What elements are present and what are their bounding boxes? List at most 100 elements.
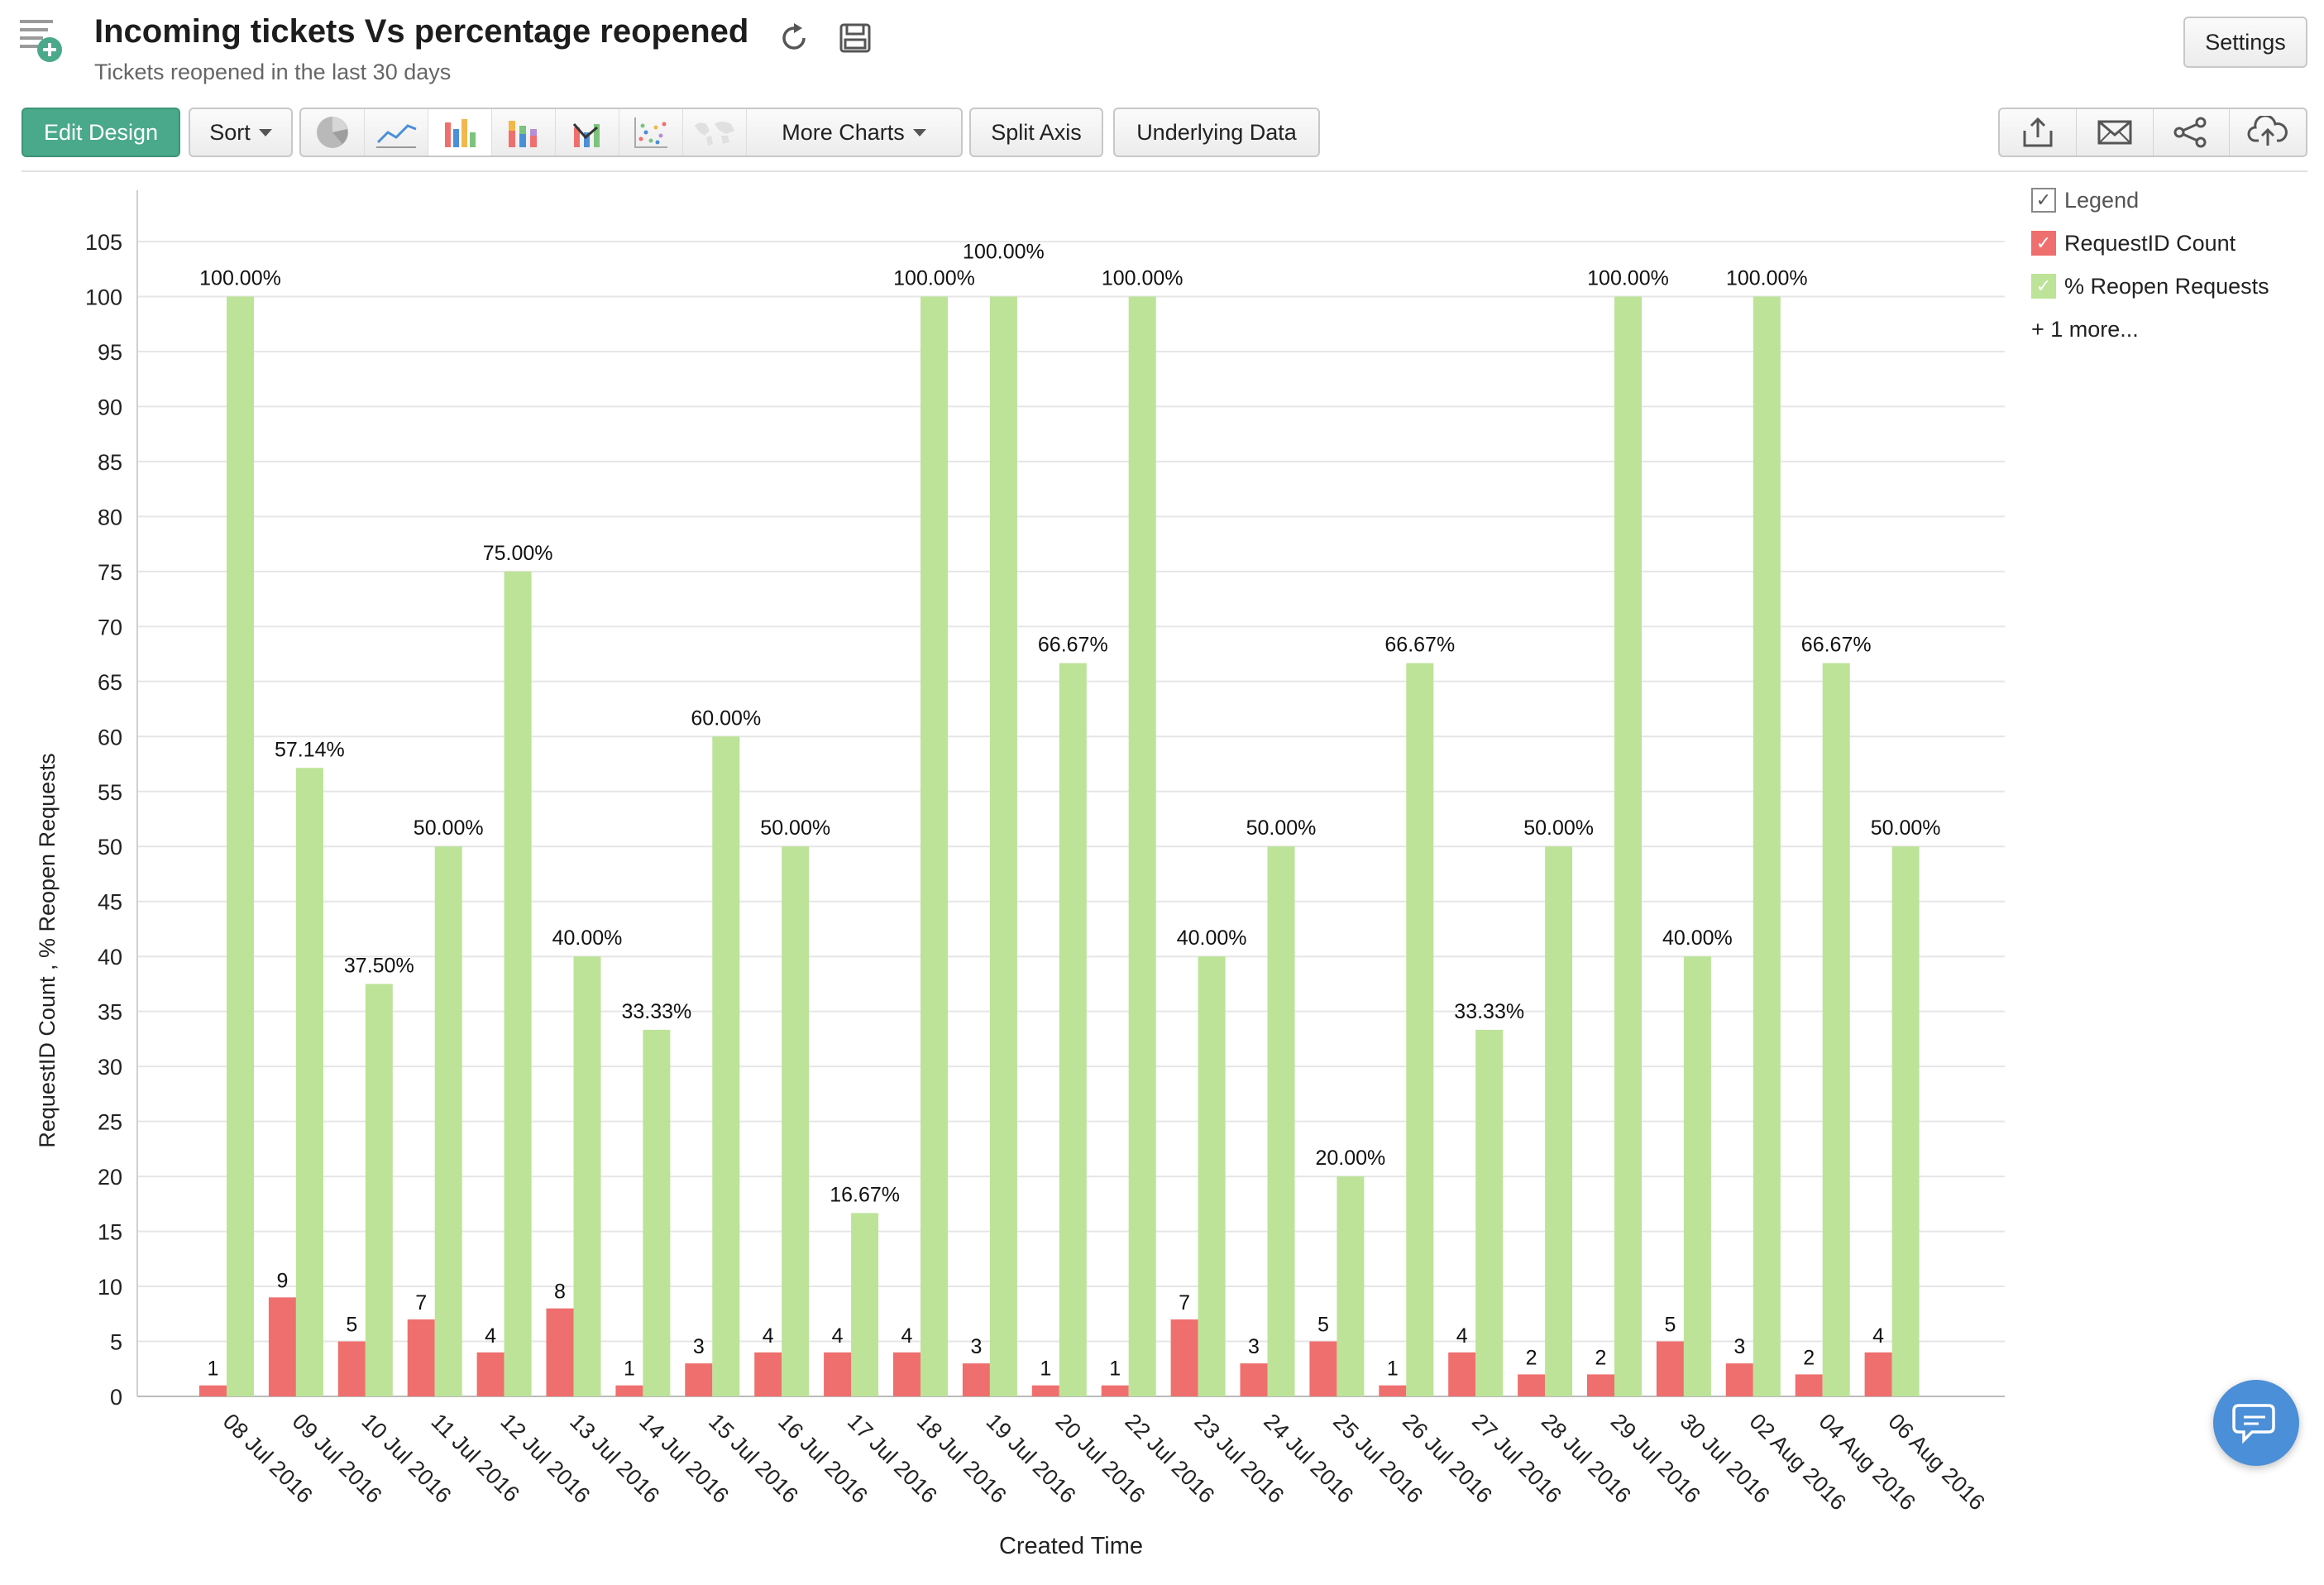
export-button[interactable] [2000, 109, 2077, 156]
bar-reopen-requests [643, 1029, 671, 1396]
legend-item-requestid-count[interactable]: ✓ RequestID Count [2031, 222, 2269, 265]
page-subtitle: Tickets reopened in the last 30 days [94, 60, 452, 84]
bar-reopen-requests [712, 736, 740, 1396]
legend-item-reopen-requests[interactable]: ✓ % Reopen Requests [2031, 265, 2269, 308]
more-charts-button[interactable]: More Charts [747, 109, 961, 156]
chat-button[interactable] [2213, 1380, 2299, 1466]
bar-requestid-count [615, 1385, 643, 1396]
bar-chart-icon [445, 119, 476, 147]
chevron-down-icon [258, 128, 272, 136]
underlying-data-button[interactable]: Underlying Data [1113, 108, 1320, 157]
map-chart-button[interactable] [683, 109, 747, 156]
sort-button[interactable]: Sort [189, 108, 293, 157]
share-button[interactable] [2154, 109, 2231, 156]
data-label-reopen-requests: 50.00% [760, 816, 830, 840]
y-tick-label: 25 [98, 1110, 122, 1135]
bar-reopen-requests [295, 768, 323, 1396]
bar-reopen-requests [1128, 296, 1156, 1396]
y-tick-label: 20 [98, 1165, 122, 1190]
y-tick-label: 5 [110, 1330, 122, 1355]
bar-requestid-count [199, 1385, 227, 1396]
data-label-requestid-count: 4 [485, 1324, 496, 1348]
cloud-upload-button[interactable] [2230, 109, 2306, 156]
share-icon [2173, 117, 2207, 148]
data-label-requestid-count: 7 [1179, 1291, 1190, 1314]
email-icon [2097, 120, 2132, 145]
line-chart-button[interactable] [365, 109, 428, 156]
data-label-reopen-requests: 50.00% [1523, 816, 1594, 840]
pie-chart-button[interactable] [301, 109, 365, 156]
bar-requestid-count [824, 1352, 852, 1396]
data-label-requestid-count: 1 [208, 1358, 219, 1381]
legend-swatch-icon: ✓ [2031, 231, 2056, 256]
data-label-requestid-count: 1 [624, 1358, 635, 1381]
chart-area: 1 100.00% 9 57.14% 5 37.50% 7 50.00% 4 75.00% 8 40.… [35, 190, 2005, 1559]
settings-button[interactable]: Settings [2183, 17, 2307, 68]
bar-requestid-count [1448, 1352, 1476, 1396]
export-icon [2023, 117, 2053, 147]
bar-reopen-requests [851, 1213, 879, 1396]
y-tick-label: 15 [98, 1220, 122, 1245]
y-tick-label: 35 [98, 1000, 122, 1025]
data-label-requestid-count: 1 [1040, 1358, 1051, 1381]
save-icon[interactable] [837, 20, 873, 56]
x-axis-title: Created Time [999, 1533, 1143, 1559]
stacked-bar-chart-icon [509, 121, 537, 147]
y-tick-label: 10 [98, 1275, 122, 1300]
chat-icon [2232, 1404, 2275, 1444]
data-label-requestid-count: 8 [554, 1281, 566, 1304]
data-label-requestid-count: 7 [415, 1291, 427, 1314]
data-label-requestid-count: 3 [1733, 1335, 1745, 1358]
data-label-reopen-requests: 66.67% [1384, 634, 1455, 657]
legend-toggle[interactable]: ✓ Legend [2031, 179, 2269, 222]
data-label-requestid-count: 3 [1248, 1335, 1260, 1358]
report-add-icon[interactable] [18, 15, 65, 65]
bar-reopen-requests [1891, 846, 1920, 1396]
data-label-reopen-requests: 40.00% [1177, 927, 1247, 950]
data-label-reopen-requests: 57.14% [275, 738, 345, 761]
data-label-reopen-requests: 100.00% [1102, 266, 1184, 290]
data-label-requestid-count: 1 [1387, 1358, 1399, 1381]
bar-reopen-requests [1475, 1029, 1504, 1396]
bar-requestid-count [962, 1363, 990, 1396]
data-label-requestid-count: 4 [1872, 1324, 1884, 1348]
legend-item-label: % Reopen Requests [2064, 273, 2269, 299]
bar-reopen-requests [1198, 956, 1226, 1396]
pie-chart-icon [317, 117, 348, 148]
bar-chart-button[interactable] [428, 109, 492, 156]
legend-swatch-icon: ✓ [2031, 274, 2056, 299]
y-tick-label: 100 [85, 285, 122, 309]
data-label-requestid-count: 4 [1456, 1324, 1468, 1348]
data-label-requestid-count: 4 [832, 1324, 844, 1348]
data-label-reopen-requests: 100.00% [1726, 266, 1808, 290]
bar-reopen-requests [1683, 956, 1711, 1396]
bar-reopen-requests [782, 846, 810, 1396]
stacked-bar-chart-button[interactable] [492, 109, 556, 156]
split-axis-button[interactable]: Split Axis [969, 108, 1103, 157]
y-tick-label: 45 [98, 890, 122, 915]
email-button[interactable] [2077, 109, 2154, 156]
bar-requestid-count [1795, 1374, 1823, 1396]
edit-design-button[interactable]: Edit Design [22, 108, 180, 157]
cloud-upload-icon [2247, 116, 2288, 146]
map-chart-icon [695, 122, 734, 146]
bar-reopen-requests [1267, 846, 1295, 1396]
bar-requestid-count [407, 1319, 435, 1396]
bar-requestid-count [268, 1297, 296, 1396]
sort-label: Sort [209, 119, 251, 145]
refresh-icon[interactable] [776, 20, 812, 56]
y-tick-label: 95 [98, 340, 122, 365]
data-label-reopen-requests: 33.33% [622, 1000, 692, 1023]
data-label-requestid-count: 9 [276, 1269, 288, 1292]
chart-type-switcher: More Charts [299, 108, 963, 157]
scatter-chart-button[interactable] [619, 109, 683, 156]
data-label-reopen-requests: 100.00% [199, 266, 281, 290]
legend-more-link[interactable]: + 1 more... [2031, 316, 2139, 342]
combo-chart-button[interactable] [556, 109, 619, 156]
bar-reopen-requests [573, 956, 601, 1396]
data-label-reopen-requests: 60.00% [691, 706, 761, 730]
y-tick-label: 40 [98, 945, 122, 970]
y-tick-label: 65 [98, 670, 122, 695]
data-label-requestid-count: 5 [1317, 1314, 1329, 1337]
bar-requestid-count [1170, 1319, 1198, 1396]
